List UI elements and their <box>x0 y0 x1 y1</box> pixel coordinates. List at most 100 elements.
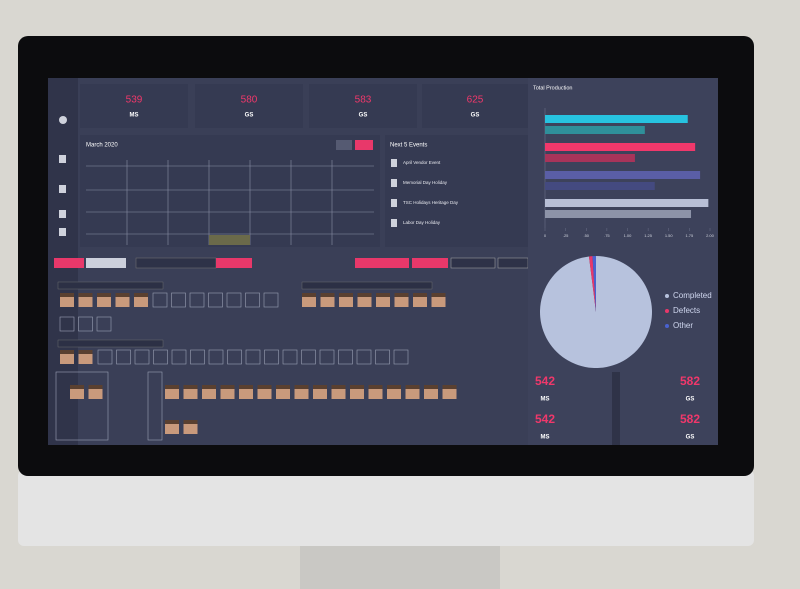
photo-hair <box>60 293 74 297</box>
empty-slot <box>245 349 261 365</box>
monitor-chin <box>18 470 754 546</box>
empty-slot <box>264 349 279 365</box>
bar <box>545 126 645 134</box>
x-tick-label: .75 <box>604 233 610 238</box>
button[interactable] <box>412 258 448 268</box>
legend-label: Defects <box>673 306 700 315</box>
button[interactable] <box>497 257 529 269</box>
stat-value: 583 <box>355 95 372 106</box>
x-tick-label: 1.75 <box>685 233 694 238</box>
stat-value: 582 <box>680 412 700 426</box>
x-tick-label: .50 <box>583 233 589 238</box>
stat-label: MS <box>541 435 550 441</box>
calendar-grid <box>86 160 374 245</box>
photo-hair <box>165 420 179 424</box>
empty-slot <box>226 292 242 308</box>
stat-label: GS <box>686 397 695 403</box>
x-tick-label: 0 <box>544 233 547 238</box>
event-item: April Vendor Event <box>403 160 441 165</box>
empty-slot <box>338 349 353 365</box>
empty-slot <box>189 292 205 308</box>
empty-slot <box>245 292 260 308</box>
stat-label: GS <box>471 113 480 119</box>
stat-value: 542 <box>535 374 555 388</box>
pie-slice <box>588 256 596 312</box>
empty-slot <box>96 316 112 332</box>
photo-hair <box>78 293 93 297</box>
empty-slot <box>153 349 168 365</box>
tab[interactable] <box>54 258 84 268</box>
button[interactable] <box>450 257 496 269</box>
empty-slot <box>97 349 113 365</box>
tab[interactable] <box>86 258 126 268</box>
photo-hair <box>339 293 353 297</box>
bar <box>545 115 688 123</box>
empty-slot <box>152 292 168 308</box>
stat-value: 582 <box>680 374 700 388</box>
photo-hair <box>257 385 272 389</box>
photo-hair <box>387 385 401 389</box>
photo-hair <box>368 385 383 389</box>
photo-hair <box>413 293 427 297</box>
events-panel <box>385 135 528 247</box>
legend-label: Other <box>673 321 693 330</box>
photo-hair <box>357 293 372 297</box>
photo-hair <box>70 385 84 389</box>
x-tick-label: 1.25 <box>644 233 653 238</box>
event-icon <box>391 179 397 187</box>
photo-hair <box>202 385 216 389</box>
photo-hair <box>313 385 327 389</box>
empty-slot <box>319 349 335 365</box>
photo-hair <box>424 385 438 389</box>
legend-swatch <box>665 324 669 328</box>
empty-slot <box>78 316 93 332</box>
bar <box>545 171 701 179</box>
empty-slot <box>227 349 242 365</box>
photo-hair <box>183 420 198 424</box>
cal-prev[interactable] <box>336 140 352 150</box>
empty-slot <box>375 349 390 365</box>
calendar-panel <box>80 135 380 247</box>
divider <box>612 372 620 445</box>
photo-hair <box>405 385 420 389</box>
button[interactable] <box>355 258 409 268</box>
photo-grid <box>55 281 457 441</box>
stat-cards <box>80 84 528 128</box>
stand <box>300 540 500 589</box>
bar <box>545 182 655 190</box>
photo-hair <box>60 350 74 354</box>
empty-slot <box>208 292 223 308</box>
photo-hair <box>78 350 93 354</box>
stat-label: MS <box>541 397 550 403</box>
cal-next[interactable] <box>355 140 373 150</box>
search[interactable] <box>135 257 217 269</box>
bar <box>545 143 696 151</box>
bar <box>545 199 709 207</box>
event-icon <box>391 199 397 207</box>
legend-swatch <box>665 294 669 298</box>
empty-slot <box>263 292 279 308</box>
empty-slot <box>134 349 150 365</box>
photo-hair <box>394 293 409 297</box>
x-tick-label: .25 <box>563 233 569 238</box>
empty-slot <box>190 349 205 365</box>
photo-hair <box>97 293 111 297</box>
stat-value: 542 <box>535 412 555 426</box>
group-bar <box>301 281 433 290</box>
group-bar <box>57 281 164 290</box>
today-cell <box>209 235 250 245</box>
legend-swatch <box>665 309 669 313</box>
empty-slot <box>282 349 298 365</box>
photo-hair <box>88 385 103 389</box>
photo-hair <box>431 293 446 297</box>
photo-hair <box>376 293 390 297</box>
calendar-title: March 2020 <box>86 143 118 149</box>
photo-hair <box>220 385 235 389</box>
x-tick-label: 1.50 <box>665 233 674 238</box>
sidebar-icons <box>59 116 67 236</box>
photo-hair <box>276 385 290 389</box>
empty-slot <box>208 349 224 365</box>
button[interactable] <box>216 258 252 268</box>
empty-slot <box>356 349 372 365</box>
photo-hair <box>294 385 309 389</box>
